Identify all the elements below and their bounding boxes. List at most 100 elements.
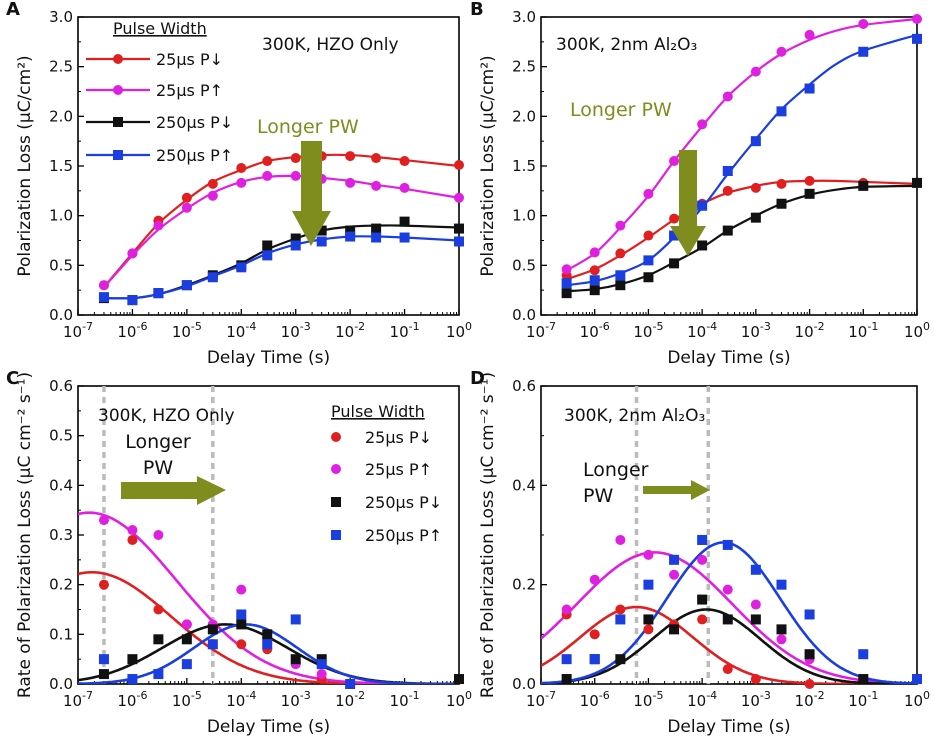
data-point xyxy=(858,18,869,29)
x-tick-label: 10-1 xyxy=(848,320,878,341)
data-point xyxy=(643,255,654,266)
data-point xyxy=(615,604,626,615)
arrow-label: Longer PW xyxy=(570,99,672,121)
data-point xyxy=(207,178,218,189)
legend-marker xyxy=(113,54,123,64)
plot-frame xyxy=(77,16,460,316)
data-point xyxy=(912,177,922,188)
data-point xyxy=(615,534,626,545)
y-tick-label: 0.5 xyxy=(49,256,73,274)
gaussian-fit-curve xyxy=(541,551,917,684)
x-tick-label: 10-4 xyxy=(687,320,717,341)
data-point xyxy=(454,192,464,203)
series-blue xyxy=(98,231,464,306)
arrow-label-line1: Longer xyxy=(125,431,191,453)
x-tick-label: 10-6 xyxy=(580,320,610,341)
y-tick-label: 0.4 xyxy=(49,476,73,494)
data-point xyxy=(804,188,815,199)
data-point xyxy=(722,614,733,625)
fit-curve xyxy=(566,33,917,287)
data-point xyxy=(615,220,626,231)
x-axis-label: Delay Time (s) xyxy=(207,348,330,368)
legend-marker xyxy=(331,432,341,442)
legend-entry: 250µs P↓ xyxy=(86,113,233,132)
data-point xyxy=(804,609,815,620)
data-point xyxy=(697,594,708,605)
panel-a: A 10-7 10-6 10-5 10-4 10-3 10-2 10-1 100 0.0 0.5 1.… xyxy=(6,0,472,368)
data-point xyxy=(750,66,761,77)
legend-entry: 25µs P↑ xyxy=(331,460,432,479)
data-point xyxy=(290,654,301,665)
y-tick-label: 0.4 xyxy=(512,476,536,494)
data-point xyxy=(722,165,733,176)
x-tick-label: 10-5 xyxy=(633,689,663,710)
x-tick-label: 100 xyxy=(446,689,472,710)
x-tick-label: 10-4 xyxy=(687,689,717,710)
data-point xyxy=(153,669,164,680)
arrow-shaft xyxy=(121,482,199,499)
arrow-head xyxy=(197,476,226,505)
data-point xyxy=(589,265,600,276)
y-tick-label: 2.5 xyxy=(512,58,536,76)
x-tick-label: 10-2 xyxy=(795,689,825,710)
data-point xyxy=(181,619,192,630)
panel-annotation: 300K, HZO Only xyxy=(98,406,235,426)
data-point xyxy=(589,574,600,585)
data-point xyxy=(236,609,247,620)
data-point xyxy=(804,175,815,186)
arrow-label-line1: Longer xyxy=(583,459,649,481)
data-point xyxy=(371,153,382,164)
panel-annotation: 300K, 2nm Al₂O₃ xyxy=(564,406,705,426)
data-point xyxy=(912,674,922,685)
x-tick-label: 10-6 xyxy=(117,689,147,710)
series-red xyxy=(561,604,815,689)
legend-label: 250µs P↑ xyxy=(156,146,233,165)
data-point xyxy=(722,539,733,550)
data-point xyxy=(153,220,164,231)
data-point xyxy=(399,216,410,227)
data-point xyxy=(912,13,922,24)
data-point xyxy=(290,170,301,181)
legend-label: 250µs P↓ xyxy=(365,493,442,512)
data-point xyxy=(207,190,218,201)
data-point xyxy=(98,579,109,590)
data-point xyxy=(722,664,733,675)
y-tick-label: 2.0 xyxy=(49,107,73,125)
data-point xyxy=(345,225,356,236)
data-point xyxy=(750,599,761,610)
data-point xyxy=(207,624,218,635)
arrow-shaft xyxy=(301,141,322,211)
data-point xyxy=(561,278,572,289)
data-point xyxy=(181,280,192,291)
data-point xyxy=(153,634,164,645)
x-tick-label: 10-1 xyxy=(390,320,420,341)
data-point xyxy=(615,270,626,281)
x-tick-label: 10-5 xyxy=(172,689,202,710)
series-blue xyxy=(561,534,922,685)
data-point xyxy=(345,151,356,162)
data-point xyxy=(804,679,815,689)
legend-label: 250µs P↓ xyxy=(156,113,233,132)
x-tick-label: 10-3 xyxy=(741,689,771,710)
data-point xyxy=(127,295,138,306)
x-tick-label: 10-1 xyxy=(390,689,420,710)
data-point xyxy=(669,156,680,167)
arrow-label-line2: PW xyxy=(583,485,613,507)
data-point xyxy=(290,153,301,164)
data-point xyxy=(454,236,464,247)
x-tick-label: 10-5 xyxy=(172,320,202,341)
data-point xyxy=(804,83,815,94)
data-point xyxy=(669,624,680,635)
data-point xyxy=(697,614,708,625)
y-tick-label: 1.0 xyxy=(512,207,536,225)
y-tick-label: 0.0 xyxy=(49,306,73,324)
data-point xyxy=(127,654,138,665)
data-point xyxy=(262,240,273,251)
x-tick-label: 10-7 xyxy=(526,689,556,710)
x-tick-label: 10-2 xyxy=(335,689,365,710)
data-point xyxy=(669,569,680,580)
panel-letter: D xyxy=(470,368,485,389)
data-point xyxy=(236,177,247,188)
x-axis-label: Delay Time (s) xyxy=(667,348,790,368)
x-tick-label: 10-7 xyxy=(63,320,93,341)
